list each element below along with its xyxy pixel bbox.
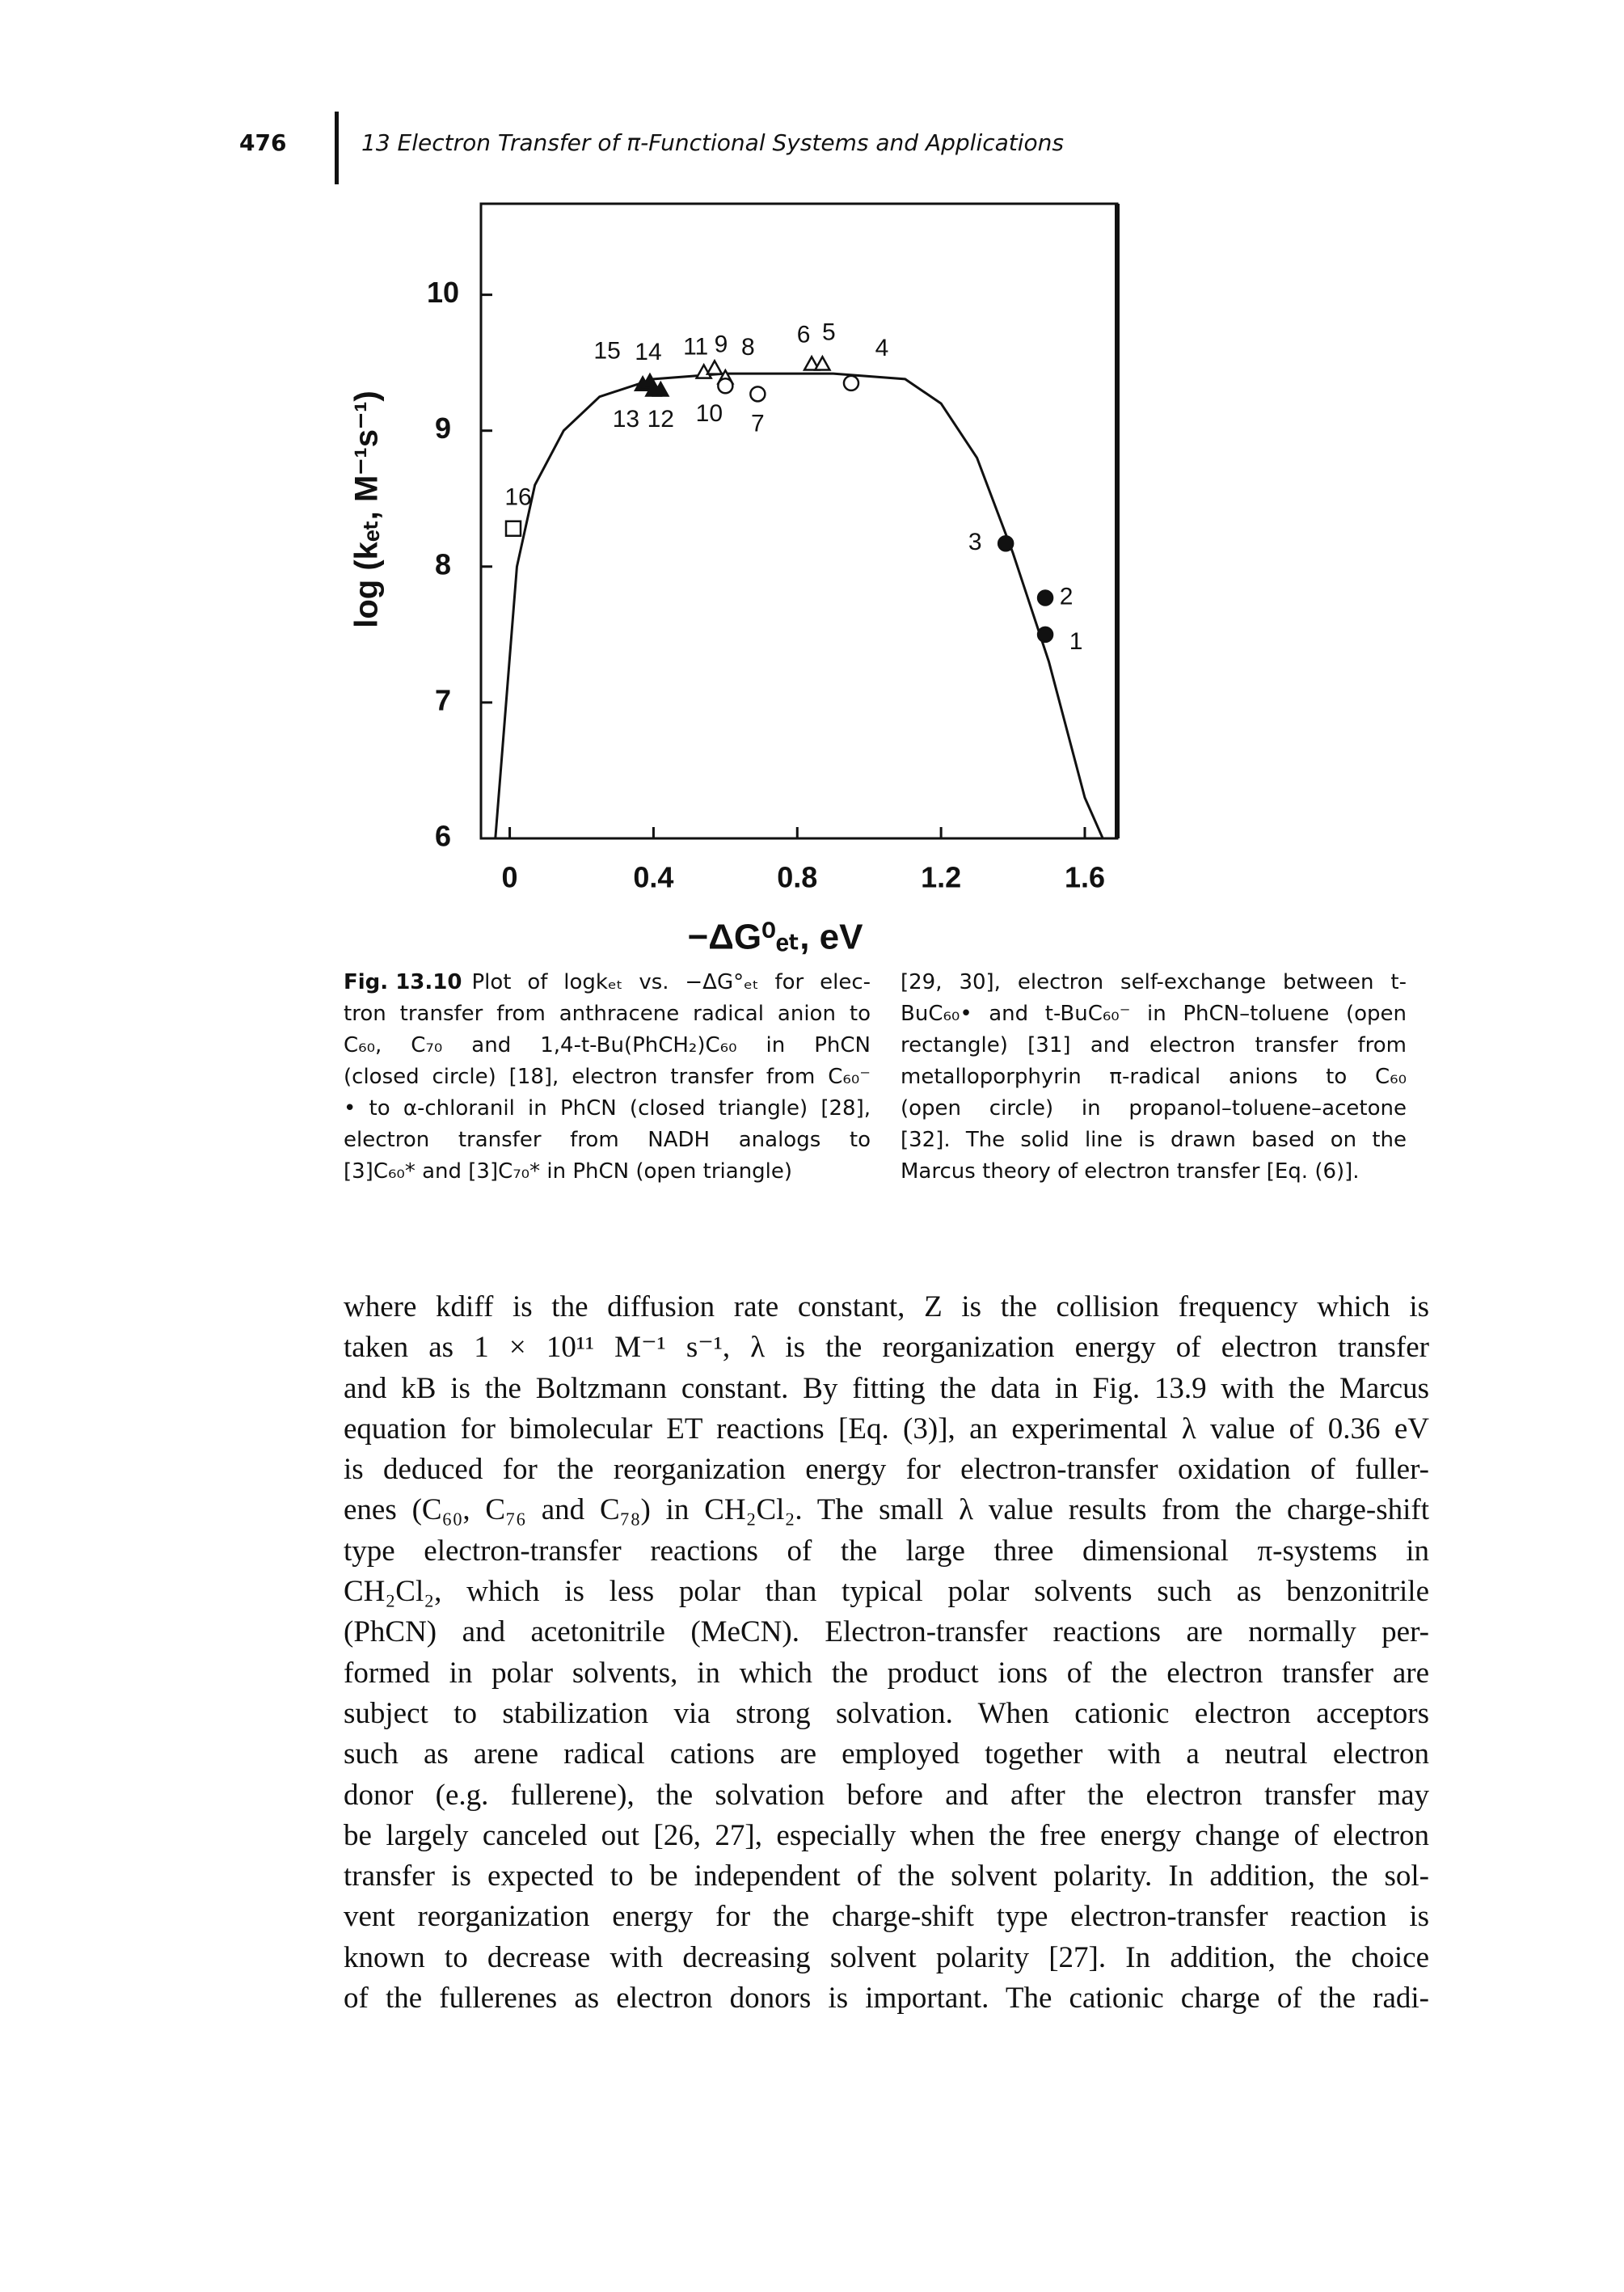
point-label: 5 — [822, 319, 836, 345]
caption-line: metalloporphyrin π-radical anions to C₆₀ — [901, 1065, 1407, 1089]
point-circle — [749, 386, 766, 403]
point-circle — [1036, 589, 1054, 606]
body-line: type electron-transfer reactions of the … — [344, 1534, 1429, 1568]
point-circle — [717, 377, 734, 395]
marcus-curve — [494, 372, 1104, 839]
point-triangle — [705, 358, 724, 375]
body-line: (PhCN) and acetonitrile (MeCN). Electron… — [344, 1615, 1429, 1649]
point-label: 7 — [751, 410, 765, 437]
body-text: where kdiff is the diffusion rate consta… — [344, 1287, 1429, 2019]
caption-line: [3]C₆₀* and [3]C₇₀* in PhCN (open triang… — [344, 1159, 793, 1184]
body-line: donor (e.g. fullerene), the solvation be… — [344, 1778, 1429, 1812]
body-line: known to decrease with decreasing solven… — [344, 1940, 1429, 1974]
x-tick-label: 1.2 — [921, 861, 961, 894]
caption-right: [29, 30], electron self-exchange between… — [901, 967, 1407, 1188]
y-tick-label: 7 — [435, 683, 451, 716]
point-label: 2 — [1060, 583, 1074, 610]
point-triangle — [652, 380, 670, 397]
point-circle — [1036, 626, 1054, 644]
point-label: 13 — [613, 406, 639, 433]
caption-line: Marcus theory of electron transfer [Eq. … — [901, 1159, 1360, 1184]
x-tick-label: 0 — [502, 861, 518, 894]
caption-line: rectangle) [31] and electron transfer fr… — [901, 1033, 1407, 1057]
y-axis-label: log (kₑₜ, M⁻¹s⁻¹) — [349, 390, 385, 627]
body-line: be largely canceled out [26, 27], especi… — [344, 1818, 1429, 1852]
body-line: enes (C₆₀, C₇₆ and C₇₈) in CH₂Cl₂. The s… — [344, 1493, 1429, 1527]
caption-line: [32]. The solid line is drawn based on t… — [901, 1128, 1407, 1152]
point-square — [504, 520, 522, 537]
point-triangle — [802, 354, 821, 371]
body-line: transfer is expected to be independent o… — [344, 1859, 1429, 1893]
header-rule — [335, 112, 339, 184]
point-circle — [842, 374, 860, 392]
plot-frame — [479, 202, 1119, 840]
y-tick-label: 9 — [435, 412, 451, 445]
caption-line: tron transfer from anthracene radical an… — [344, 1002, 871, 1026]
point-label: 16 — [504, 484, 531, 511]
caption-line: Fig. 13.10 Plot of logkₑₜ vs. −ΔG°ₑₜ for … — [344, 967, 871, 998]
point-label: 1 — [1069, 628, 1083, 655]
body-line: and kB is the Boltzmann constant. By fit… — [344, 1371, 1429, 1405]
figure-label: Fig. 13.10 — [344, 970, 462, 994]
point-label: 10 — [696, 400, 723, 427]
y-tick-label: 10 — [427, 276, 459, 309]
point-label: 3 — [968, 529, 982, 555]
running-title: 13 Electron Transfer of π-Functional Sys… — [361, 129, 1065, 156]
x-tick-label: 1.6 — [1065, 861, 1105, 894]
body-line: where kdiff is the diffusion rate consta… — [344, 1290, 1429, 1323]
caption-line: • to α-chloranil in PhCN (closed triangl… — [344, 1096, 871, 1121]
point-label: 8 — [741, 334, 755, 361]
body-line: subject to stabilization via strong solv… — [344, 1696, 1429, 1730]
body-line: equation for bimolecular ET reactions [E… — [344, 1412, 1429, 1446]
point-label: 15 — [593, 337, 620, 364]
page-number: 476 — [239, 129, 287, 156]
caption-text: Plot of logkₑₜ vs. −ΔG°ₑₜ for elec- — [471, 970, 871, 994]
point-label: 12 — [647, 406, 674, 433]
x-tick-label: 0.8 — [777, 861, 817, 894]
y-tick-label: 8 — [435, 547, 451, 580]
point-label: 14 — [635, 339, 661, 365]
body-line: of the fullerenes as electron donors is … — [344, 1982, 1429, 2016]
caption-line: electron transfer from NADH analogs to — [344, 1128, 871, 1152]
body-line: CH₂Cl₂, which is less polar than typical… — [344, 1575, 1429, 1609]
point-circle — [997, 534, 1014, 552]
caption-line: (open circle) in propanol–toluene–aceton… — [901, 1096, 1407, 1121]
caption-left: Fig. 13.10 Plot of logkₑₜ vs. −ΔG°ₑₜ for … — [344, 967, 871, 1188]
point-label: 4 — [875, 335, 889, 361]
caption-line: C₆₀, C₇₀ and 1,4-t-Bu(PhCH₂)C₆₀ in PhCN — [344, 1033, 871, 1057]
point-label: 9 — [715, 331, 728, 357]
caption-line: [29, 30], electron self-exchange between… — [901, 970, 1407, 994]
point-triangle — [813, 354, 832, 371]
body-line: taken as 1 × 10¹¹ M⁻¹ s⁻¹, λ is the reor… — [344, 1331, 1429, 1365]
body-line: such as arene radical cations are employ… — [344, 1737, 1429, 1771]
body-line: is deduced for the reorganization energy… — [344, 1453, 1429, 1487]
caption-line: (closed circle) [18], electron transfer … — [344, 1065, 871, 1089]
point-label: 6 — [797, 321, 811, 348]
x-tick-label: 0.4 — [633, 861, 673, 894]
y-tick-label: 6 — [435, 820, 451, 853]
x-axis-label: −ΔG⁰ₑₜ, eV — [688, 918, 864, 957]
body-line: formed in polar solvents, in which the p… — [344, 1656, 1429, 1690]
point-label: 11 — [683, 333, 708, 360]
caption-line: BuC₆₀• and t-BuC₆₀⁻ in PhCN–toluene (ope… — [901, 1002, 1407, 1026]
body-line: vent reorganization energy for the charg… — [344, 1900, 1429, 1934]
